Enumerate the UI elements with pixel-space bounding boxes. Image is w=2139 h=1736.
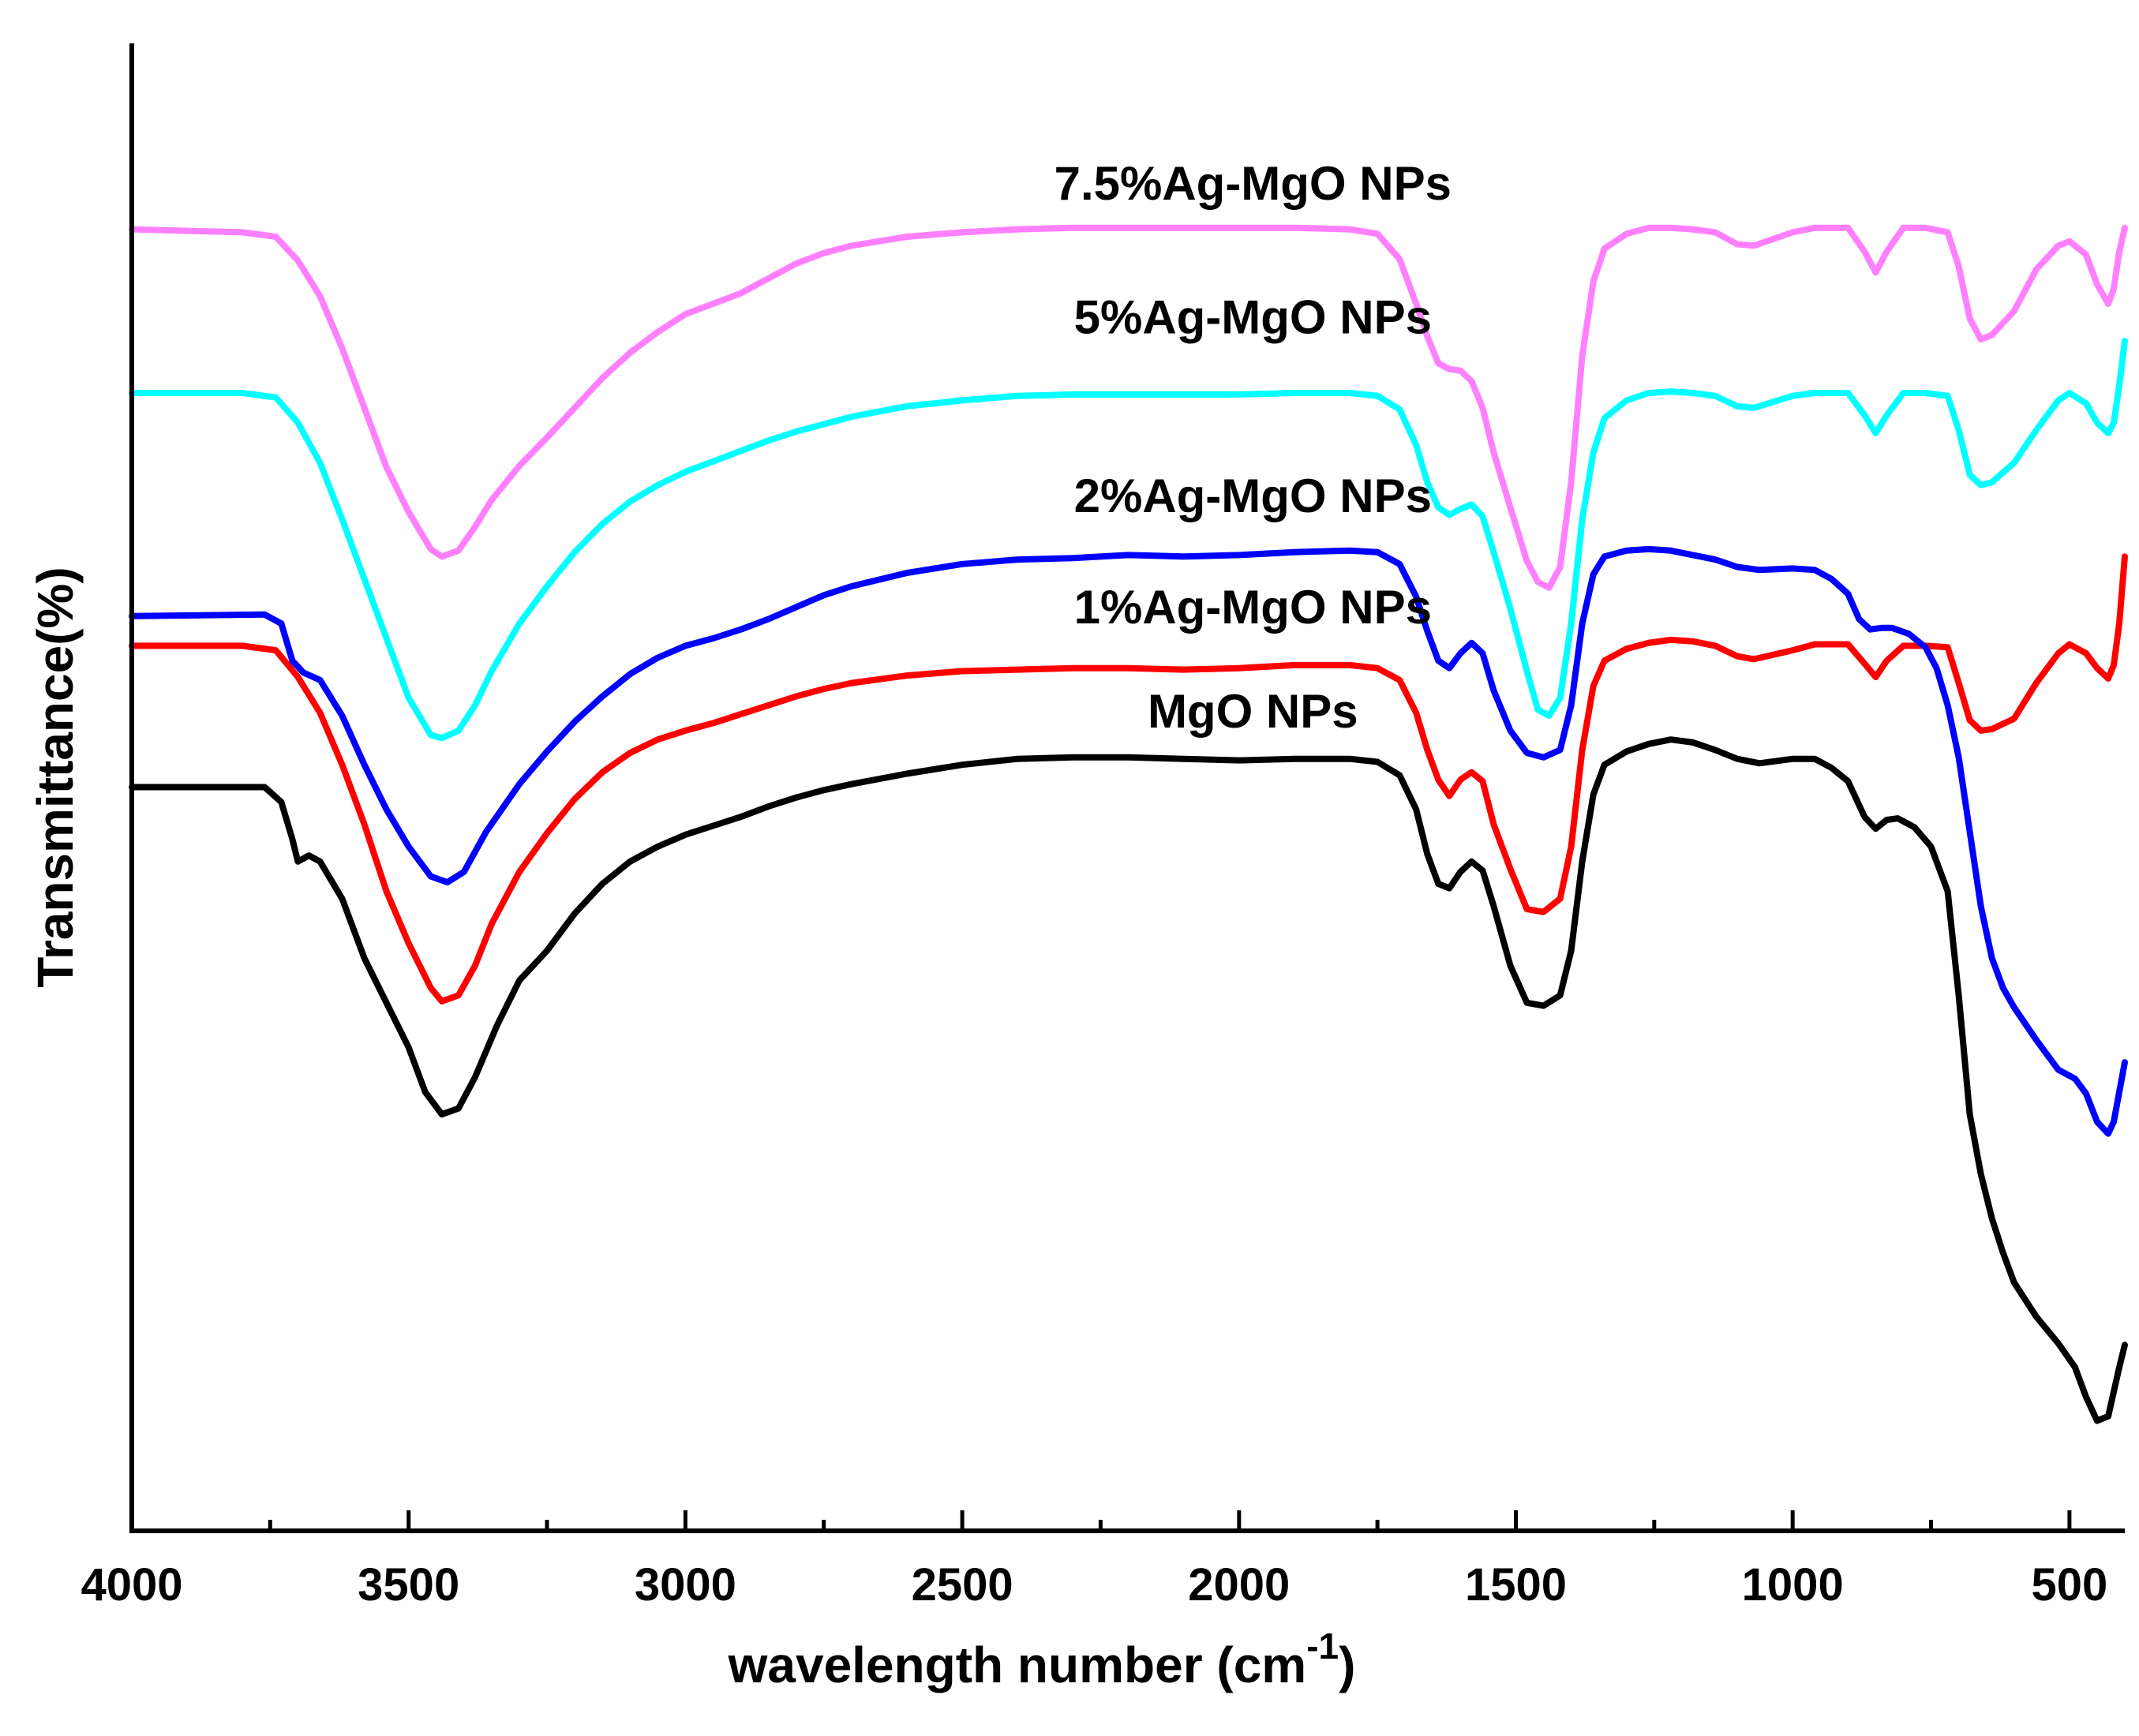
- series-line-2: [129, 545, 2128, 1137]
- series-lines: [129, 224, 2128, 1424]
- x-tick-label-2500: 2500: [912, 1559, 1013, 1611]
- y-axis-title: Transmittance(%): [27, 567, 84, 987]
- series-line-1: [129, 553, 2128, 1005]
- x-axis-title-text: wavelength number (cm: [728, 1637, 1307, 1693]
- series-line-4: [129, 224, 2128, 591]
- x-axis-title-superscript: -1: [1306, 1626, 1339, 1667]
- series-label-0: MgO NPs: [1148, 685, 1358, 738]
- series-labels: MgO NPs 1%Ag-MgO NPs 2%Ag-MgO NPs 5%Ag-MgO …: [1055, 157, 1452, 738]
- x-tick-label-3000: 3000: [635, 1559, 736, 1611]
- series-line-3: [129, 338, 2128, 742]
- x-axis-title: wavelength number (cm-1): [728, 1626, 1356, 1693]
- series-label-3: 5%Ag-MgO NPs: [1074, 291, 1432, 344]
- series-label-2: 2%Ag-MgO NPs: [1074, 470, 1432, 522]
- x-tick-label-1500: 1500: [1465, 1559, 1567, 1611]
- series-label-1: 1%Ag-MgO NPs: [1074, 581, 1432, 634]
- series-line-0: [129, 736, 2128, 1424]
- x-tick-label-500: 500: [2032, 1559, 2108, 1611]
- x-tick-label-2000: 2000: [1188, 1559, 1290, 1611]
- x-tick-label-4000: 4000: [81, 1559, 182, 1611]
- x-tick-label-1000: 1000: [1742, 1559, 1844, 1611]
- x-tick-label-3500: 3500: [358, 1559, 459, 1611]
- x-axis-ticks: 4000 3500 3000 2500 2000 1500 1000 500: [81, 1510, 2107, 1611]
- x-axis-title-suffix: ): [1339, 1637, 1355, 1693]
- series-label-4: 7.5%Ag-MgO NPs: [1055, 157, 1452, 210]
